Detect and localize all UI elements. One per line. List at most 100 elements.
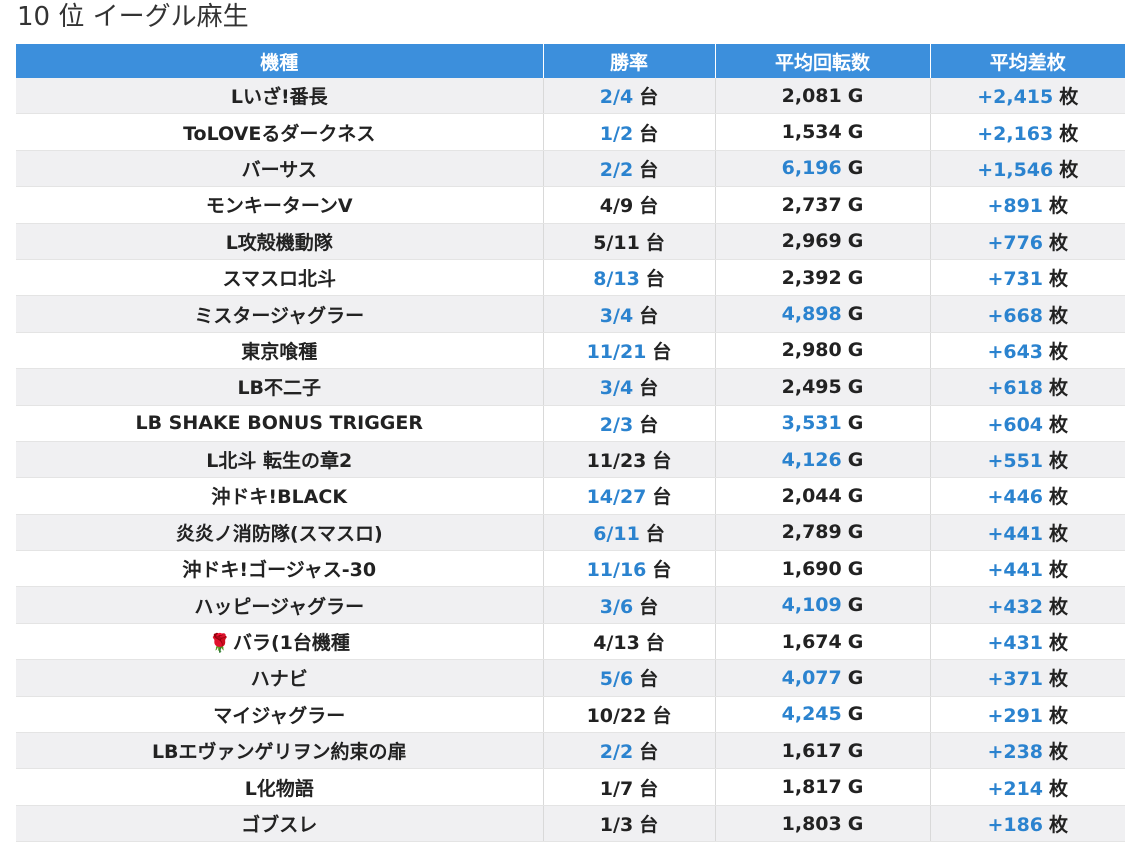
win-rate-unit: 台 <box>639 777 659 800</box>
avg-spins-value[interactable]: 4,077 <box>781 666 842 689</box>
win-rate-cell: 2/2 台 <box>543 732 716 770</box>
win-rate-cell: 2/4 台 <box>543 78 716 115</box>
win-rate-value[interactable]: 3/6 <box>599 595 634 618</box>
avg-diff-value[interactable]: +186 <box>987 814 1044 836</box>
avg-diff-cell: +618 枚 <box>930 368 1125 406</box>
avg-spins-cell: 2,737 G <box>715 186 931 224</box>
avg-spins-value[interactable]: 4,109 <box>781 594 842 617</box>
win-rate-value[interactable]: 11/16 <box>586 559 647 582</box>
avg-spins-unit: G <box>847 157 864 180</box>
header-machine[interactable]: 機種 <box>16 44 544 78</box>
avg-spins-value: 2,969 <box>781 230 842 253</box>
win-rate-value[interactable]: 1/2 <box>599 122 634 145</box>
avg-diff-value[interactable]: +291 <box>987 704 1044 727</box>
avg-diff-cell: +1,546 枚 <box>930 150 1125 188</box>
win-rate-value[interactable]: 5/6 <box>599 668 634 691</box>
avg-diff-value[interactable]: +776 <box>987 231 1044 254</box>
avg-diff-unit: 枚 <box>1049 704 1069 727</box>
avg-diff-value[interactable]: +446 <box>987 486 1044 509</box>
machine-name-cell: ゴブスレ <box>16 805 544 843</box>
win-rate-value[interactable]: 2/2 <box>599 741 634 764</box>
avg-diff-value[interactable]: +432 <box>987 595 1044 618</box>
avg-diff-value[interactable]: +371 <box>987 668 1044 691</box>
avg-diff-unit: 枚 <box>1049 522 1069 545</box>
avg-diff-unit: 枚 <box>1049 559 1069 582</box>
win-rate-value: 1/3 <box>599 814 634 836</box>
avg-diff-value[interactable]: +441 <box>987 522 1044 545</box>
header-win-rate[interactable]: 勝率 <box>543 44 716 78</box>
avg-diff-value[interactable]: +618 <box>987 377 1044 400</box>
win-rate-unit: 台 <box>652 450 672 473</box>
avg-diff-unit: 枚 <box>1049 268 1069 291</box>
avg-diff-value[interactable]: +604 <box>987 413 1044 436</box>
avg-spins-value[interactable]: 4,245 <box>781 703 842 726</box>
avg-diff-cell: +891 枚 <box>930 186 1125 224</box>
avg-spins-unit: G <box>847 339 864 362</box>
avg-diff-cell: +643 枚 <box>930 332 1125 370</box>
avg-diff-value[interactable]: +891 <box>987 195 1044 218</box>
avg-spins-unit: G <box>847 193 864 216</box>
avg-spins-value[interactable]: 3,531 <box>781 412 842 435</box>
avg-diff-value[interactable]: +643 <box>987 340 1044 363</box>
avg-diff-cell: +776 枚 <box>930 223 1125 260</box>
avg-diff-value[interactable]: +441 <box>987 559 1044 582</box>
table-header-row: 機種 勝率 平均回転数 平均差枚 <box>16 44 1125 78</box>
machine-name: バーサス <box>241 158 317 181</box>
avg-spins-unit: G <box>847 230 864 253</box>
machine-name: ゴブスレ <box>241 814 318 836</box>
win-rate-value[interactable]: 3/4 <box>599 377 634 400</box>
win-rate-value[interactable]: 14/27 <box>586 486 647 509</box>
avg-diff-cell: +604 枚 <box>930 405 1125 442</box>
avg-diff-unit: 枚 <box>1049 741 1069 764</box>
table-row: 🌹 バラ(1台機種 4/13 台 1,674 G +431 枚 <box>16 623 1125 661</box>
win-rate-value[interactable]: 2/3 <box>599 413 634 436</box>
win-rate-value[interactable]: 11/21 <box>586 340 647 363</box>
machine-name: ハッピージャグラー <box>194 595 365 618</box>
avg-diff-cell: +432 枚 <box>930 586 1125 624</box>
avg-spins-cell: 6,196 G <box>715 150 931 188</box>
win-rate-value[interactable]: 6/11 <box>593 522 640 545</box>
header-avg-diff[interactable]: 平均差枚 <box>930 44 1125 78</box>
machine-name-cell: LB SHAKE BONUS TRIGGER <box>16 405 544 442</box>
avg-spins-cell: 4,109 G <box>715 586 931 624</box>
table-row: Lいざ!番長 2/4 台 2,081 G +2,415 枚 <box>16 78 1125 115</box>
avg-spins-value: 2,737 <box>781 193 842 216</box>
avg-diff-cell: +2,163 枚 <box>930 113 1125 151</box>
avg-diff-value[interactable]: +238 <box>987 741 1044 764</box>
avg-spins-cell: 4,077 G <box>715 659 931 697</box>
win-rate-cell: 4/13 台 <box>543 623 716 661</box>
avg-spins-value[interactable]: 4,898 <box>781 303 842 326</box>
avg-diff-value[interactable]: +431 <box>987 632 1044 655</box>
avg-diff-unit: 枚 <box>1049 231 1069 254</box>
win-rate-cell: 1/2 台 <box>543 113 716 151</box>
avg-diff-unit: 枚 <box>1059 86 1079 109</box>
avg-diff-value[interactable]: +551 <box>987 450 1044 473</box>
avg-diff-value[interactable]: +2,163 <box>977 122 1054 145</box>
avg-diff-value[interactable]: +214 <box>987 777 1044 800</box>
avg-spins-value[interactable]: 4,126 <box>781 448 842 471</box>
win-rate-cell: 5/11 台 <box>543 223 716 260</box>
machine-name: 東京喰種 <box>241 340 318 363</box>
avg-diff-unit: 枚 <box>1049 304 1069 327</box>
machine-name-cell: Lいざ!番長 <box>16 78 544 115</box>
win-rate-value[interactable]: 2/4 <box>599 86 634 109</box>
avg-diff-value[interactable]: +668 <box>987 304 1044 327</box>
machine-name: バラ(1台機種 <box>233 632 350 655</box>
avg-spins-value[interactable]: 6,196 <box>781 157 842 180</box>
win-rate-value[interactable]: 3/4 <box>599 304 634 327</box>
machine-name-cell: 沖ドキ!ゴージャス-30 <box>16 550 544 588</box>
avg-diff-value[interactable]: +2,415 <box>977 86 1054 109</box>
avg-spins-unit: G <box>847 703 864 726</box>
avg-diff-value[interactable]: +1,546 <box>977 158 1054 181</box>
table-row: L化物語 1/7 台 1,817 G +214 枚 <box>16 768 1125 806</box>
win-rate-value[interactable]: 2/2 <box>599 158 634 181</box>
avg-diff-cell: +371 枚 <box>930 659 1125 697</box>
machine-name-cell: 沖ドキ!BLACK <box>16 477 544 515</box>
header-avg-spins[interactable]: 平均回転数 <box>715 44 931 78</box>
avg-spins-cell: 2,392 G <box>715 259 931 297</box>
avg-spins-value: 2,392 <box>781 266 842 289</box>
avg-spins-unit: G <box>847 266 864 289</box>
win-rate-value[interactable]: 8/13 <box>593 268 640 291</box>
avg-spins-value: 2,495 <box>781 375 842 398</box>
avg-diff-value[interactable]: +731 <box>987 268 1044 291</box>
